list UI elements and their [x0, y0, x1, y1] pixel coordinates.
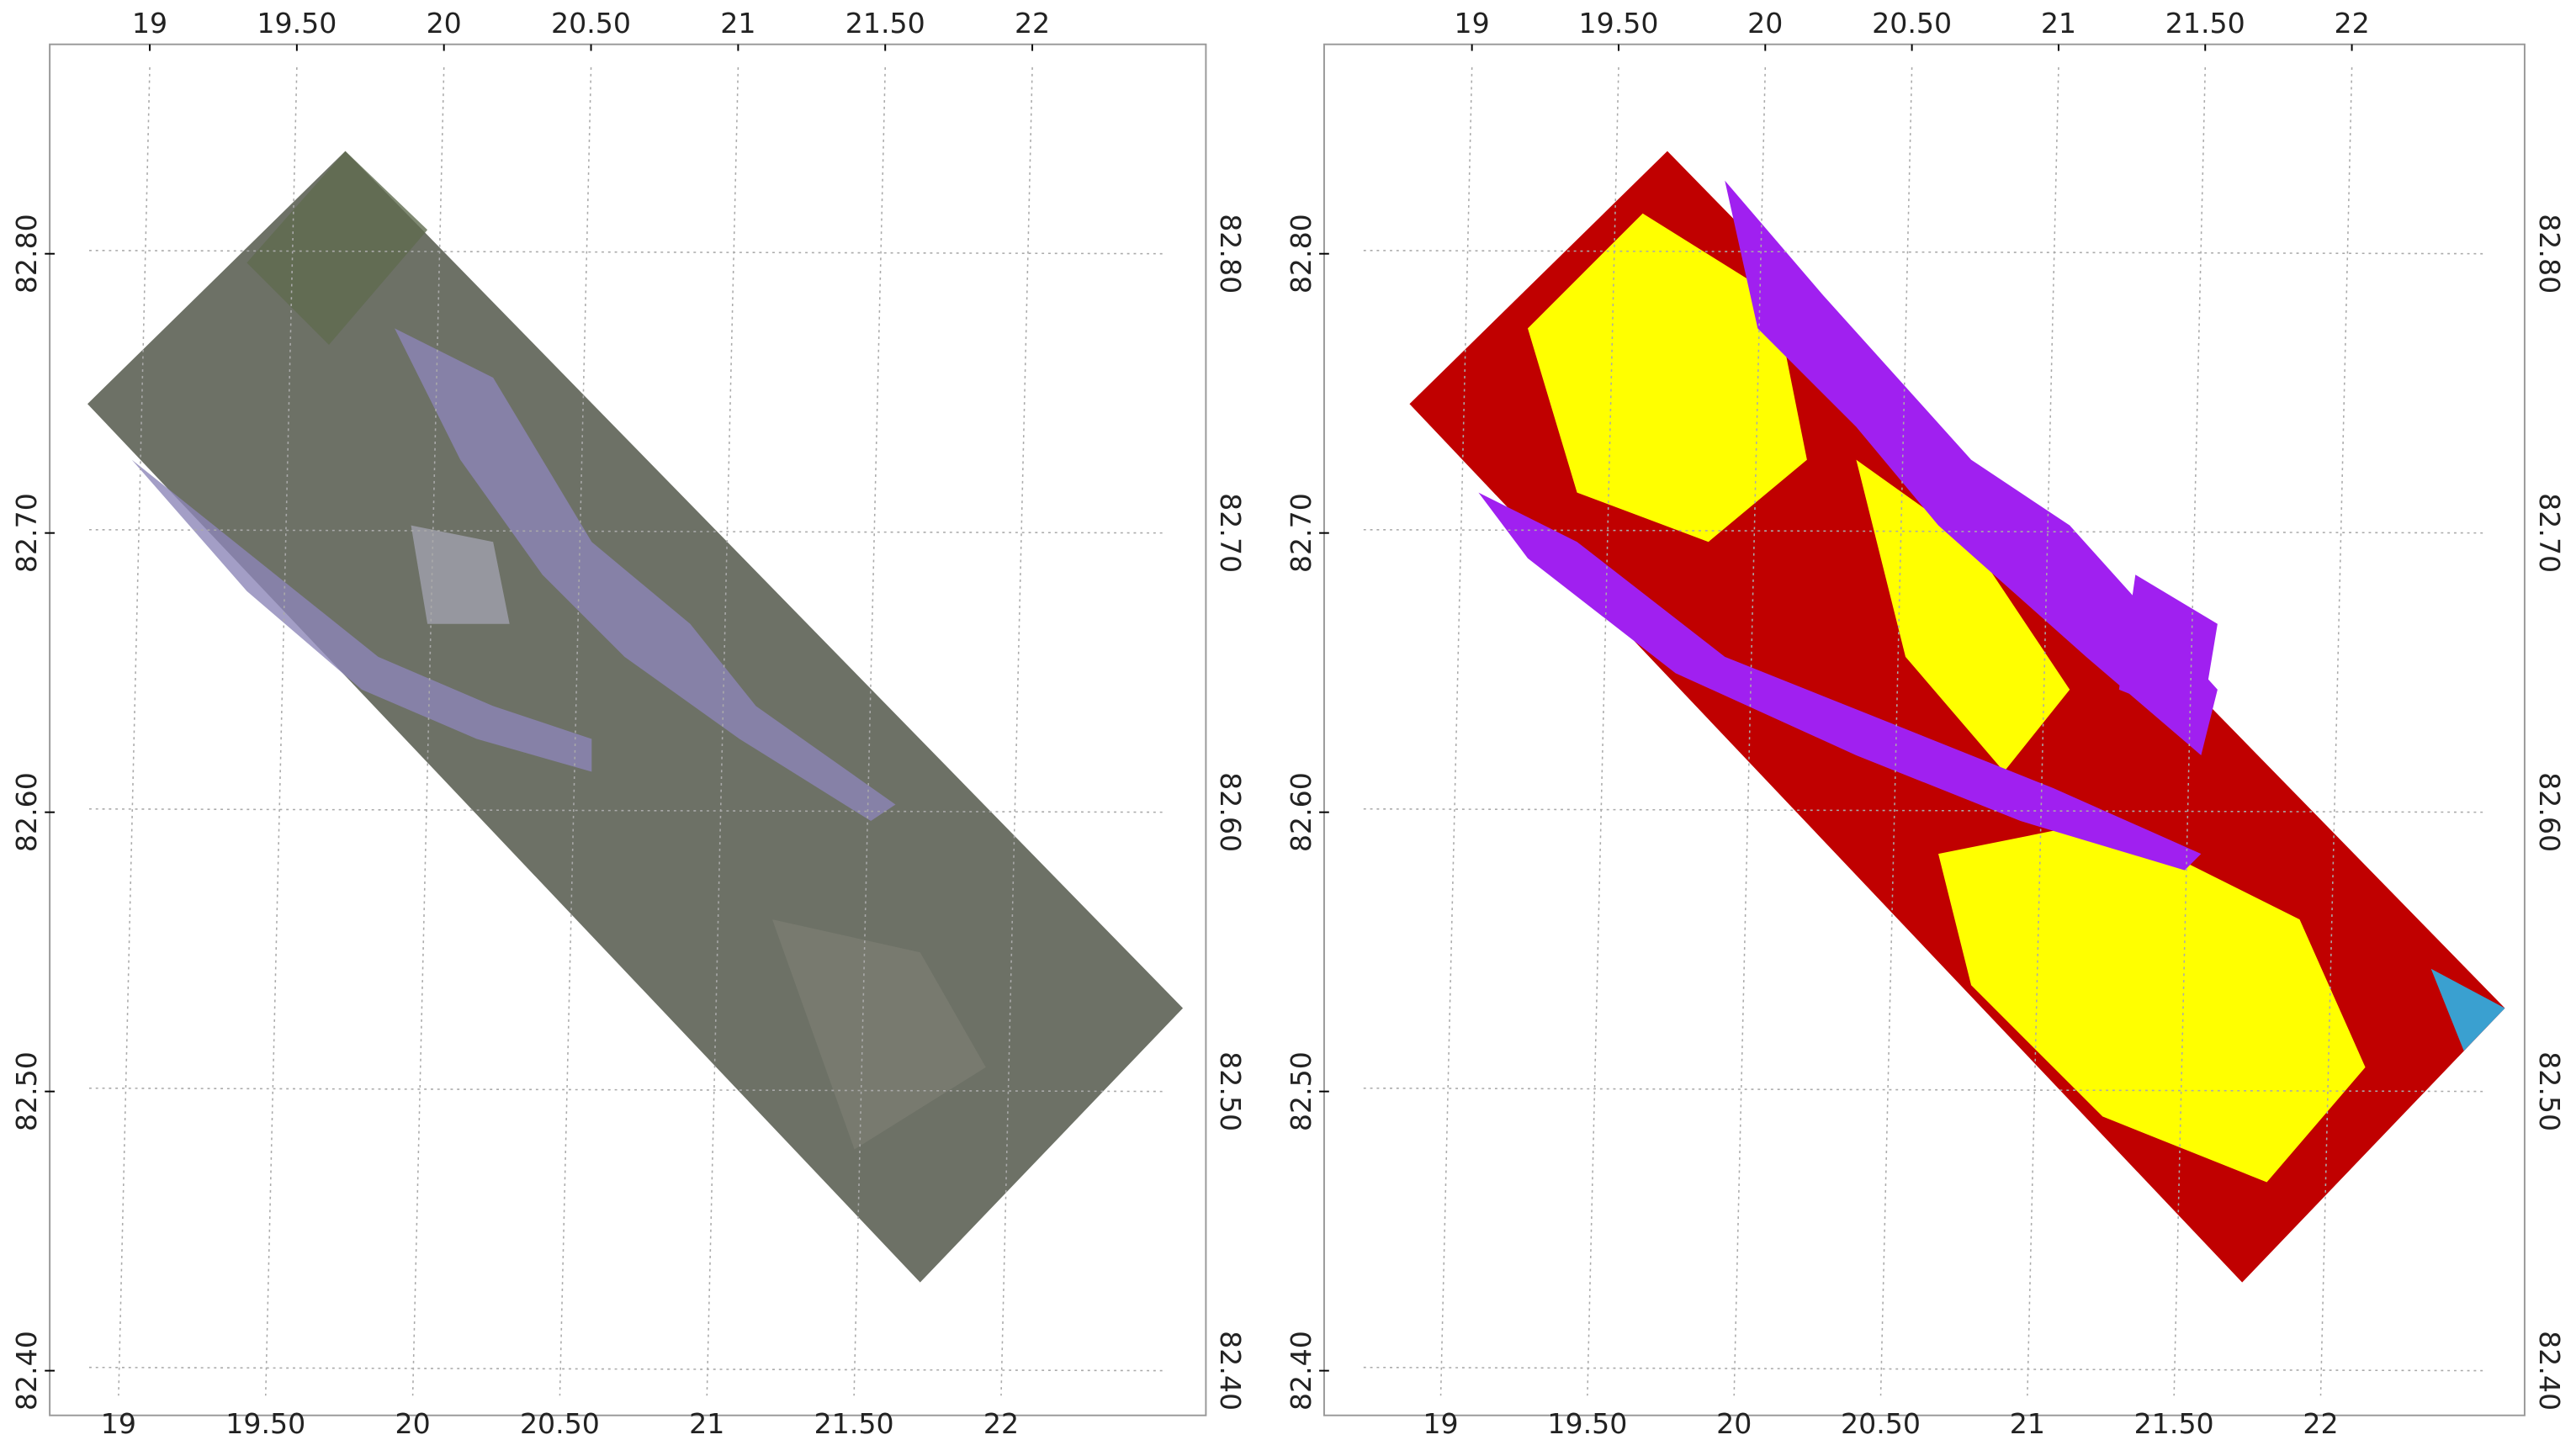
- grid-line: [559, 67, 592, 1396]
- grid-line: [88, 1366, 1167, 1372]
- grid-line: [1363, 250, 2486, 255]
- grid-line: [2027, 67, 2059, 1396]
- y-tick-label: 82.40: [2533, 1331, 2566, 1411]
- bright-area: [411, 525, 510, 624]
- x-tick-label: 20.50: [520, 1407, 600, 1440]
- x-tick-label: 19.50: [257, 7, 337, 40]
- x-tick-label: 21.50: [2134, 1407, 2214, 1440]
- class-area: [2430, 968, 2505, 1051]
- grid-line: [88, 528, 1167, 534]
- grid-line: [706, 67, 739, 1396]
- x-tick-label: 21: [689, 1407, 724, 1440]
- x-tick-label: 21: [2010, 1407, 2045, 1440]
- x-tick-label: 19.50: [225, 1407, 305, 1440]
- grid-line: [1363, 807, 2486, 813]
- x-tick-label: 19: [1423, 1407, 1458, 1440]
- y-tick-label: 82.80: [1285, 214, 1317, 294]
- x-tick-label: 22: [2334, 7, 2369, 40]
- water-area: [1725, 180, 2218, 755]
- y-tick-label: 82.70: [1214, 493, 1247, 573]
- water-area: [1478, 492, 2202, 871]
- x-tick-label: 19: [132, 7, 167, 40]
- map-frame: [1322, 43, 2526, 1416]
- grid-line: [411, 67, 445, 1396]
- class-area: [1856, 459, 2070, 772]
- y-tick-label: 82.40: [1285, 1331, 1317, 1411]
- map-panel: 19 19 19.50 19.50 20 20 20.50 20.50 21 21 21.50 21.…: [10, 7, 1247, 1440]
- x-tick-label: 19: [101, 1407, 136, 1440]
- y-tick-label: 82.70: [2533, 493, 2566, 573]
- grid-line: [1733, 67, 1767, 1396]
- x-tick-label: 20.50: [551, 7, 631, 40]
- x-tick-label: 21.50: [845, 7, 925, 40]
- grid-line: [2319, 67, 2353, 1396]
- grid-line: [1363, 1366, 2486, 1372]
- grid-line: [1363, 528, 2486, 534]
- grid-line: [1587, 67, 1619, 1396]
- x-tick-label: 21: [2041, 7, 2076, 40]
- x-tick-label: 20: [1747, 7, 1783, 40]
- class-area: [1938, 821, 2366, 1183]
- y-tick-label: 82.60: [1285, 772, 1317, 852]
- river-area: [395, 328, 896, 822]
- y-tick-label: 82.40: [1214, 1331, 1247, 1411]
- y-tick-label: 82.40: [10, 1331, 43, 1411]
- grid-line: [88, 250, 1167, 255]
- x-tick-label: 22: [1015, 7, 1050, 40]
- x-tick-label: 20.50: [1841, 1407, 1921, 1440]
- y-tick-label: 82.60: [10, 772, 43, 852]
- texture-area: [772, 919, 986, 1150]
- vegetation-area: [246, 151, 428, 345]
- map-panel: 19 19 19.50 19.50 20 20 20.50 20.50 21 21 21.50 21.…: [1285, 7, 2566, 1440]
- x-tick-label: 22: [983, 1407, 1019, 1440]
- x-tick-label: 21.50: [814, 1407, 894, 1440]
- grid-line: [1363, 1087, 2486, 1093]
- map-frame: [49, 43, 1207, 1416]
- x-tick-label: 22: [2303, 1407, 2338, 1440]
- x-tick-label: 19.50: [1578, 7, 1658, 40]
- x-tick-label: 19.50: [1547, 1407, 1627, 1440]
- y-tick-label: 82.80: [10, 214, 43, 294]
- satellite-image: [87, 151, 1184, 1283]
- grid-line: [853, 67, 887, 1396]
- x-tick-label: 21.50: [2165, 7, 2245, 40]
- x-tick-label: 20.50: [1872, 7, 1952, 40]
- grid-line: [118, 67, 151, 1396]
- y-tick-label: 82.80: [2533, 214, 2566, 294]
- x-tick-label: 20: [395, 1407, 430, 1440]
- grid-line: [88, 807, 1167, 813]
- class-area: [1528, 213, 1807, 543]
- x-tick-label: 19: [1455, 7, 1490, 40]
- y-tick-label: 82.50: [2533, 1051, 2566, 1131]
- y-tick-label: 82.70: [1285, 493, 1317, 573]
- y-tick-label: 82.50: [1214, 1051, 1247, 1131]
- y-tick-label: 82.50: [1285, 1051, 1317, 1131]
- grid-line: [1879, 67, 1913, 1396]
- x-tick-label: 20: [427, 7, 462, 40]
- y-tick-label: 82.60: [2533, 772, 2566, 852]
- grid-line: [264, 67, 298, 1396]
- grid-line: [1000, 67, 1033, 1396]
- y-tick-label: 82.80: [1214, 214, 1247, 294]
- grid-line: [1439, 67, 1473, 1396]
- x-tick-label: 20: [1716, 1407, 1752, 1440]
- grid-line: [88, 1087, 1167, 1093]
- y-tick-label: 82.60: [1214, 772, 1247, 852]
- x-tick-label: 21: [720, 7, 755, 40]
- river-area: [131, 459, 592, 772]
- water-area: [2118, 574, 2218, 723]
- y-tick-label: 82.70: [10, 493, 43, 573]
- grid-line: [2173, 67, 2207, 1396]
- y-tick-label: 82.50: [10, 1051, 43, 1131]
